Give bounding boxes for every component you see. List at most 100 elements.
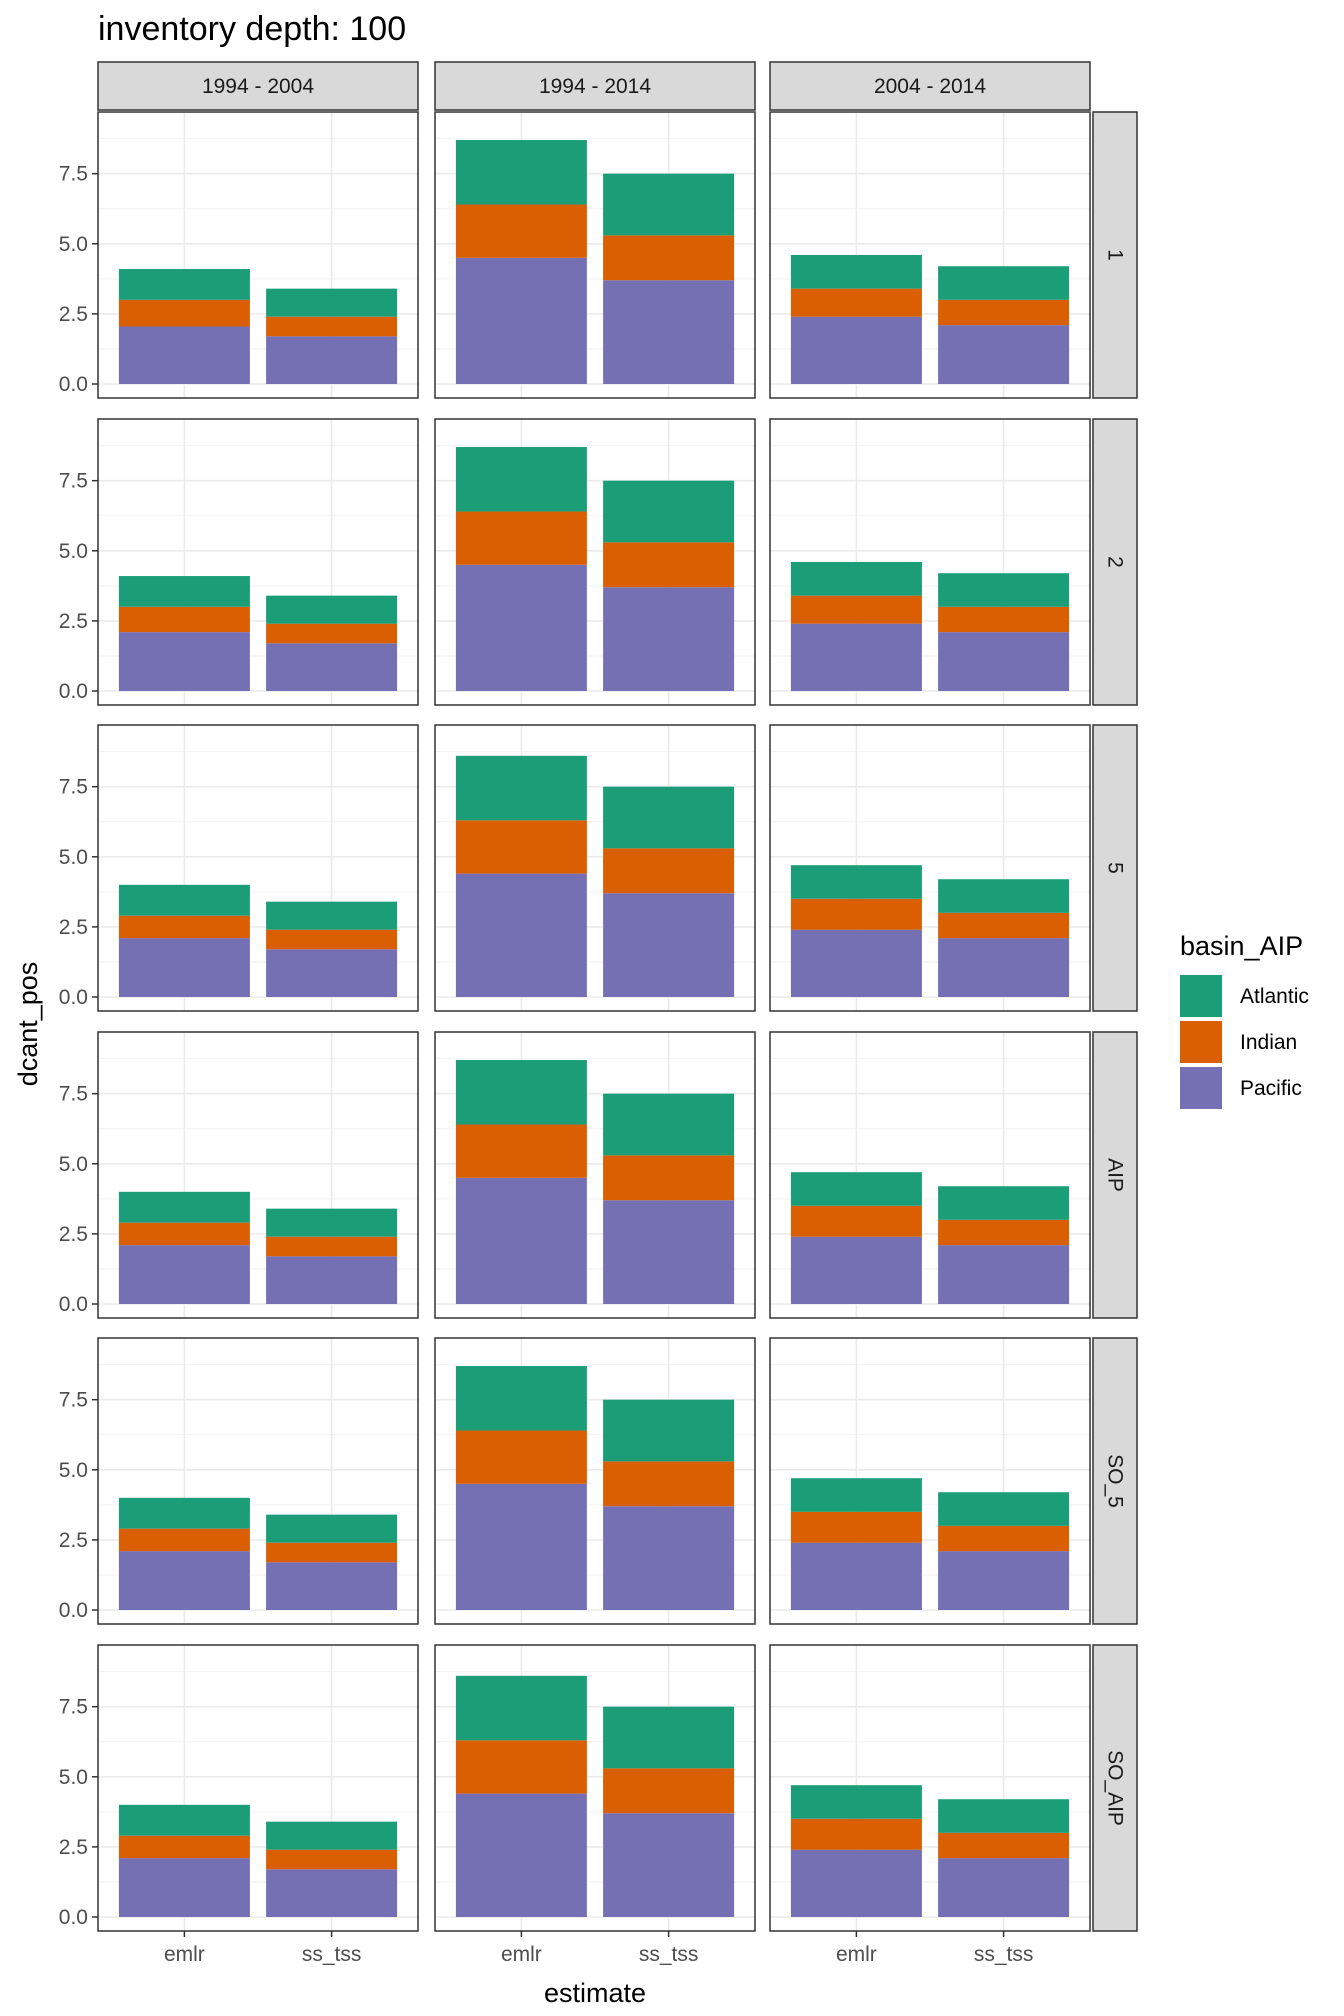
bar-segment-indian xyxy=(455,511,587,565)
bar-segment-atlantic xyxy=(938,573,1070,607)
panel-border xyxy=(769,724,1091,1012)
bar-segment-indian xyxy=(603,235,735,281)
bar-segment-atlantic xyxy=(938,1186,1070,1220)
facet-strip-row-label: AIP xyxy=(1104,1158,1127,1192)
bar-segment-indian xyxy=(118,299,250,327)
legend-title: basin_AIP xyxy=(1180,931,1303,961)
bar-segment-pacific xyxy=(790,623,922,691)
bar-segment-atlantic xyxy=(790,1478,922,1512)
bar-segment-atlantic xyxy=(455,140,587,205)
bar-segment-indian xyxy=(790,1818,922,1850)
panel-border xyxy=(434,1337,756,1625)
bar-segment-indian xyxy=(266,1236,398,1257)
bar-segment-pacific xyxy=(118,326,250,384)
bar-segment-atlantic xyxy=(266,1514,398,1543)
x-axis-title: estimate xyxy=(544,1978,646,2008)
panel-border xyxy=(434,1031,756,1319)
y-tick-label: 2.5 xyxy=(59,303,88,326)
y-tick-label: 0.0 xyxy=(59,1599,88,1622)
bar-segment-pacific xyxy=(118,632,250,691)
bar-segment-pacific xyxy=(455,1483,587,1610)
y-tick-label: 0.0 xyxy=(59,1906,88,1929)
bar-segment-atlantic xyxy=(266,1821,398,1850)
y-tick-label: 0.0 xyxy=(59,680,88,703)
y-tick-label: 0.0 xyxy=(59,1293,88,1316)
bar-segment-indian xyxy=(603,542,735,588)
y-tick-label: 7.5 xyxy=(59,1083,88,1106)
y-tick-label: 0.0 xyxy=(59,986,88,1009)
facet-strip-row xyxy=(1092,1031,1138,1319)
bar-segment-pacific xyxy=(603,1813,735,1917)
facet-strip-row-label: SO_5 xyxy=(1104,1454,1127,1508)
bar-segment-atlantic xyxy=(266,595,398,624)
bar-segment-pacific xyxy=(603,1506,735,1610)
bar-segment-atlantic xyxy=(118,884,250,916)
bar-segment-indian xyxy=(118,1835,250,1859)
bar-segment-indian xyxy=(118,1222,250,1246)
y-tick-label: 2.5 xyxy=(59,1836,88,1859)
panel-border xyxy=(97,1031,419,1319)
y-tick-label: 5.0 xyxy=(59,233,88,256)
facet-strip-row-label: SO_AIP xyxy=(1104,1750,1127,1826)
bar-segment-atlantic xyxy=(118,1497,250,1529)
bar-segment-indian xyxy=(790,288,922,317)
panel-border xyxy=(769,1031,1091,1319)
x-tick-label: emlr xyxy=(836,1943,877,1966)
bar-segment-indian xyxy=(118,915,250,939)
facet-strip-row xyxy=(1092,418,1138,706)
bar-segment-indian xyxy=(938,299,1070,326)
bar-segment-atlantic xyxy=(790,1172,922,1206)
bar-segment-pacific xyxy=(603,1200,735,1304)
legend-label-indian: Indian xyxy=(1240,1031,1297,1054)
bar-segment-indian xyxy=(790,1511,922,1543)
x-tick-label: emlr xyxy=(501,1943,542,1966)
facet-strip-row xyxy=(1092,111,1138,399)
bar-segment-indian xyxy=(938,1525,1070,1552)
bar-segment-atlantic xyxy=(455,1060,587,1125)
bar-segment-pacific xyxy=(266,1562,398,1610)
x-tick-label: ss_tss xyxy=(974,1943,1034,1966)
bar-segment-pacific xyxy=(790,929,922,997)
bar-segment-indian xyxy=(603,848,735,894)
panel-border xyxy=(769,1337,1091,1625)
bar-segment-pacific xyxy=(938,632,1070,691)
x-tick-label: emlr xyxy=(164,1943,205,1966)
legend-label-atlantic: Atlantic xyxy=(1240,985,1309,1008)
bar-segment-indian xyxy=(266,316,398,337)
bar-segment-indian xyxy=(266,623,398,644)
panel-border xyxy=(434,111,756,399)
y-tick-label: 7.5 xyxy=(59,776,88,799)
bar-segment-pacific xyxy=(455,257,587,384)
facet-strip-col-label: 2004 - 2014 xyxy=(874,75,986,98)
bar-segment-atlantic xyxy=(938,266,1070,300)
facet-strip-row xyxy=(1092,724,1138,1012)
bar-segment-pacific xyxy=(266,336,398,384)
panel-border xyxy=(434,418,756,706)
panel-border xyxy=(769,418,1091,706)
bar-segment-pacific xyxy=(790,1542,922,1610)
panel-border xyxy=(769,1644,1091,1932)
y-tick-label: 2.5 xyxy=(59,916,88,939)
bar-segment-atlantic xyxy=(603,1399,735,1462)
y-tick-label: 7.5 xyxy=(59,1696,88,1719)
y-tick-label: 5.0 xyxy=(59,1459,88,1482)
y-tick-label: 2.5 xyxy=(59,610,88,633)
y-tick-label: 5.0 xyxy=(59,846,88,869)
bar-segment-atlantic xyxy=(455,1675,587,1741)
bar-segment-atlantic xyxy=(938,1799,1070,1833)
facet-strip-col xyxy=(434,61,756,111)
bar-segment-atlantic xyxy=(790,562,922,596)
y-tick-label: 2.5 xyxy=(59,1529,88,1552)
bar-segment-indian xyxy=(938,912,1070,939)
y-tick-label: 0.0 xyxy=(59,373,88,396)
y-tick-label: 5.0 xyxy=(59,1153,88,1176)
panel-border xyxy=(434,1644,756,1932)
y-tick-label: 7.5 xyxy=(59,163,88,186)
facet-strip-col-label: 1994 - 2004 xyxy=(202,75,314,98)
x-tick-label: ss_tss xyxy=(302,1943,362,1966)
bar-segment-pacific xyxy=(938,1858,1070,1917)
y-tick-label: 7.5 xyxy=(59,1389,88,1412)
bar-segment-pacific xyxy=(603,893,735,997)
bar-segment-pacific xyxy=(266,643,398,691)
